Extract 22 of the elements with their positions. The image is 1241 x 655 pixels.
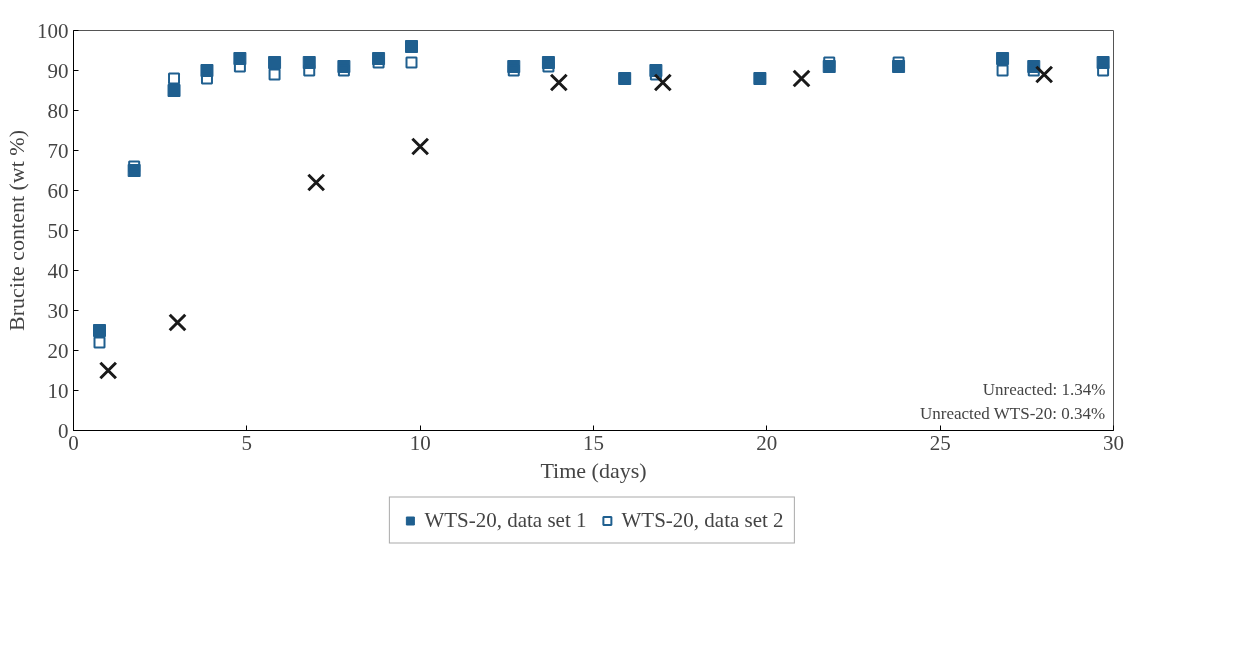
y-tick-label: 50 (47, 218, 69, 243)
legend-label: WTS-20, data set 1 (424, 507, 587, 533)
annotation: Unreacted: 1.34% (982, 379, 1106, 399)
x-tick-label: 20 (756, 430, 778, 455)
x-tick-label: 30 (1103, 430, 1124, 455)
x-tick-label: 15 (583, 430, 604, 455)
y-tick-label: 60 (47, 178, 69, 203)
y-tick-label: 80 (47, 98, 69, 123)
x-tick-label: 10 (409, 430, 431, 455)
y-tick-label: 20 (47, 338, 69, 363)
x-axis-title: Time (days) (540, 457, 647, 483)
y-tick-label: 10 (47, 378, 69, 403)
x-tick-label: 5 (241, 430, 253, 455)
y-tick-label: 70 (47, 138, 69, 163)
y-axis-title: Brucite content (wt %) (4, 129, 29, 331)
x-tick-label: 25 (929, 430, 951, 455)
y-tick-label: 40 (47, 258, 69, 283)
y-tick-label: 90 (47, 58, 69, 83)
y-tick-label: 30 (47, 298, 69, 323)
y-tick-label: 100 (37, 18, 69, 43)
legend-label: WTS-20, data set 2 (621, 507, 784, 533)
annotation: Unreacted WTS-20: 0.34% (919, 403, 1106, 423)
